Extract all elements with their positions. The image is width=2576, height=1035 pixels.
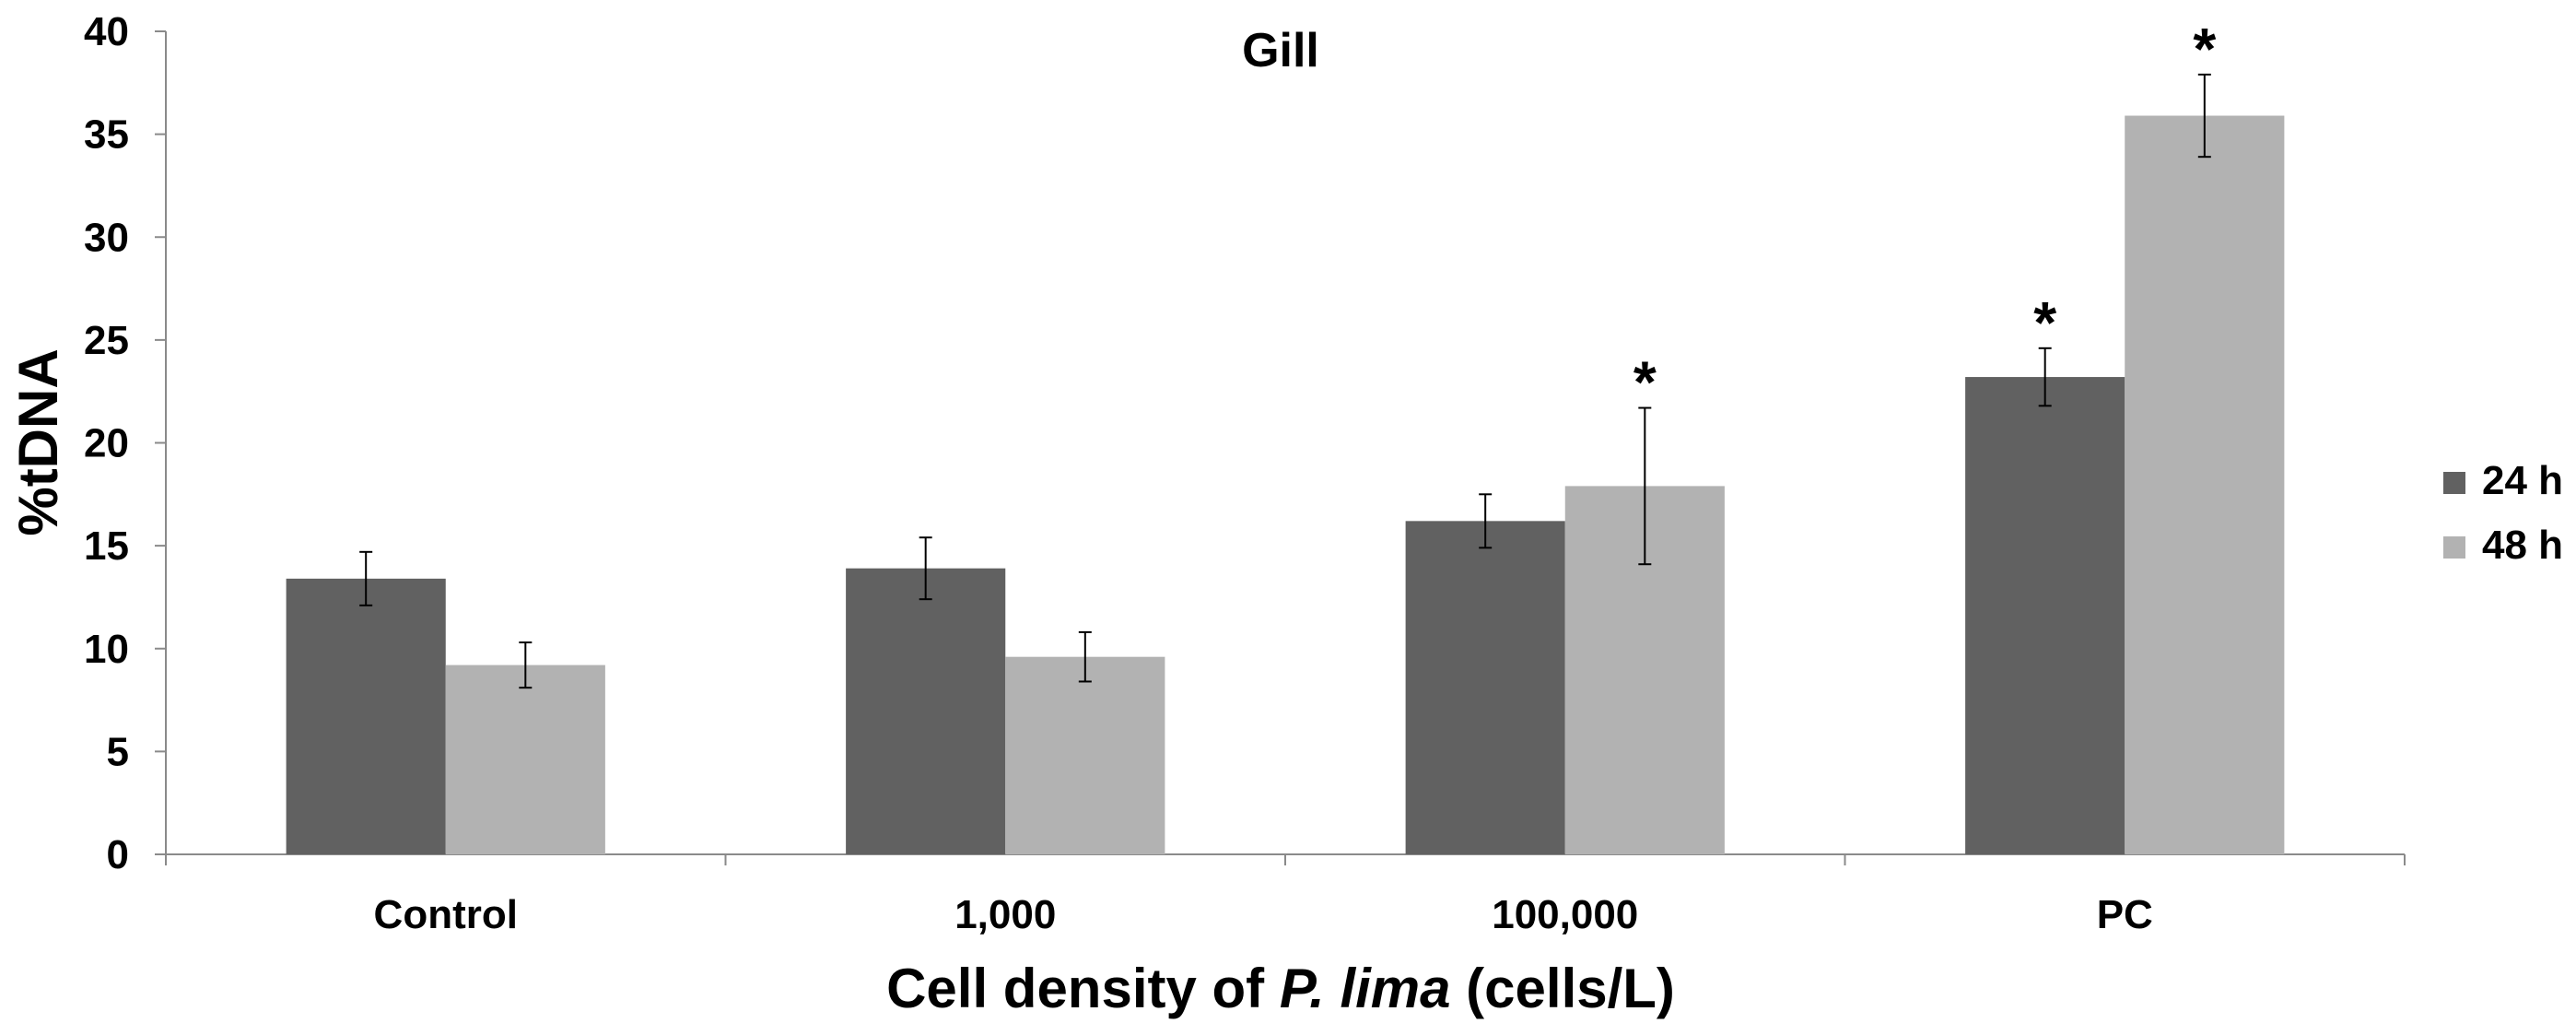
x-tick-label: PC: [2097, 892, 2153, 937]
y-tick-label: 25: [84, 318, 129, 363]
y-tick-label: 10: [84, 627, 129, 672]
bar: [286, 578, 446, 854]
x-tick-label: 1,000: [954, 892, 1056, 937]
y-tick-label: 15: [84, 523, 129, 569]
x-axis: Control 1,000 100,000 PC: [165, 853, 2406, 937]
y-tick-label: 0: [107, 832, 129, 877]
bar: [1405, 521, 1565, 854]
y-tick-label: 5: [107, 729, 129, 774]
y-axis-title: %tDNA: [7, 348, 69, 535]
x-axis-title-part-3: (cells/L): [1451, 958, 1675, 1019]
chart-title: Gill: [1242, 24, 1319, 77]
bar: [1965, 377, 2125, 854]
x-axis-title-part-1: Cell density of: [886, 958, 1280, 1019]
y-tick-label: 30: [84, 215, 129, 260]
significance-star: *: [2033, 289, 2056, 356]
legend: 24 h 48 h: [2443, 458, 2563, 568]
bar: [846, 568, 1006, 854]
legend-label: 24 h: [2482, 458, 2563, 503]
x-axis-title: Cell density of P. lima (cells/L): [886, 958, 1675, 1019]
y-tick-label: 20: [84, 421, 129, 466]
significance-star: *: [1633, 349, 1657, 416]
x-axis-title-italic: P. lima: [1280, 958, 1451, 1019]
significance-star: *: [2193, 16, 2216, 82]
bar: [445, 665, 605, 854]
x-tick-label: 100,000: [1492, 892, 1638, 937]
y-tick-label: 40: [84, 9, 129, 54]
legend-swatch: [2443, 536, 2465, 559]
significance-markers: * * *: [1633, 16, 2217, 416]
bar: [1005, 656, 1165, 854]
bars-group: [286, 115, 2285, 855]
y-axis: 0 5 10 15 20 25 30 35 40: [84, 9, 167, 877]
error-bars-group: [359, 73, 2211, 689]
x-tick-label: Control: [374, 892, 518, 937]
y-tick-label: 35: [84, 112, 129, 158]
bar: [2125, 115, 2285, 855]
legend-label: 48 h: [2482, 523, 2563, 568]
legend-swatch: [2443, 472, 2465, 494]
